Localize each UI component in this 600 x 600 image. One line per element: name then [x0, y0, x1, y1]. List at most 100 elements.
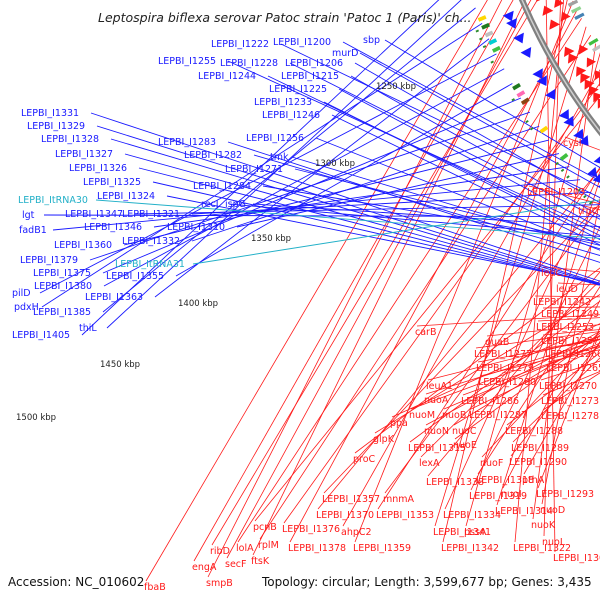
leader-line	[384, 205, 600, 494]
minus-gene-label: ispG	[225, 199, 246, 210]
plus-gene-label: mnmA	[383, 494, 415, 505]
plus-gene-label: pssA	[464, 527, 487, 538]
marker-dash	[530, 127, 534, 131]
cog-block	[559, 152, 569, 161]
leader-line	[481, 330, 600, 458]
minus-gene-label: LEPBI_I1244	[198, 71, 256, 82]
plus-gene-label: LEPBI_I1315	[408, 443, 466, 454]
plus-gene-label: nuoA	[424, 395, 449, 406]
plus-gene-label: ahpC2	[341, 527, 372, 538]
minus-gene	[506, 18, 517, 29]
leader-line	[152, 181, 600, 285]
leader-line	[465, 52, 600, 527]
minus-gene	[587, 166, 598, 178]
trna-leader	[95, 199, 600, 239]
leader-line	[102, 7, 476, 313]
plus-gene	[576, 66, 587, 77]
minus-gene-label: LEPBI_I1283	[158, 137, 216, 148]
plus-gene-label: ribD	[210, 546, 230, 557]
plus-gene-label: trpC	[578, 206, 599, 217]
plus-gene	[597, 98, 600, 109]
plus-gene-label: LEPBI_I1270	[539, 381, 597, 392]
leader-line	[323, 101, 600, 241]
leader-line	[103, 68, 505, 287]
accession-text: Accession: NC_010602	[8, 575, 145, 589]
plus-gene-label: lexA	[419, 458, 440, 469]
minus-gene	[558, 109, 569, 120]
plus-gene-label: LEPBI_I1289	[511, 443, 569, 454]
minus-gene-label: murD	[332, 48, 359, 59]
feature-rings	[475, 0, 600, 205]
minus-gene	[563, 115, 574, 127]
minus-gene-label: LEPBI_I1347	[65, 209, 123, 220]
plus-gene-label: LEPBI_I1273	[541, 396, 599, 407]
plus-gene	[536, 0, 541, 2]
minus-gene	[578, 135, 589, 146]
plus-gene-label: LEPBI_I1203	[527, 187, 585, 198]
leader-line	[39, 53, 497, 294]
plus-gene-label: carB	[415, 327, 436, 338]
leader-line	[354, 62, 600, 204]
leader-line	[291, 156, 600, 250]
plus-gene-label: LEPBI_I1318	[476, 475, 534, 486]
minus-gene-label: LEPBI_I1326	[69, 163, 127, 174]
leader-line	[96, 125, 600, 284]
cog-block	[567, 0, 579, 7]
plus-gene-label: ftsK	[251, 556, 270, 567]
plus-gene-label: LEPBI_I1249	[541, 309, 599, 320]
plus-gene-label: secF	[225, 559, 246, 570]
minus-gene-label: LEPBI_I1271	[225, 164, 283, 175]
scale-tick-label: 1450 kbp	[100, 360, 140, 370]
plus-gene-label: smpB	[206, 578, 233, 589]
plus-gene-label: LEPBI_I1370	[316, 510, 374, 521]
leader-line	[410, 338, 600, 410]
plus-gene-label: LEPBI_I1359	[353, 543, 411, 554]
minus-gene-label: pdxH	[14, 302, 39, 313]
leader-line	[342, 41, 600, 182]
minus-gene	[593, 156, 600, 164]
plus-gene-label: glpK	[373, 434, 395, 445]
plus-gene-label: nuoK	[531, 520, 556, 531]
trna-label: LEPBI_ItRNA31	[115, 259, 185, 270]
scale-tick-label: 1400 kbp	[178, 299, 218, 309]
minus-gene	[536, 75, 547, 86]
plus-gene-label: engA	[192, 562, 217, 573]
leader-line	[542, 371, 600, 396]
leader-line	[41, 23, 483, 308]
minus-gene-label: thiL	[79, 323, 97, 334]
leader-line	[506, 352, 600, 426]
minus-gene-label: LEPBI_I1327	[55, 149, 113, 160]
plus-gene-label: leuA1	[426, 381, 453, 392]
map-title: Leptospira biflexa serovar Patoc strain …	[98, 10, 472, 25]
plus-gene-label: lolA	[236, 543, 254, 554]
plus-gene-label: LEPBI_I1260	[545, 349, 600, 360]
plus-gene-label: nuoM	[409, 410, 435, 421]
cog-block	[520, 97, 530, 105]
minus-gene-label: LEPBI_I1246	[262, 110, 320, 121]
plus-gene-label: LEPBI_I1308	[553, 553, 600, 564]
minus-gene-label: fadB1	[19, 225, 47, 236]
plus-gene	[593, 92, 600, 103]
cog-block	[512, 83, 521, 91]
marker-dash	[490, 60, 494, 64]
marker-dash	[525, 119, 529, 124]
plus-gene	[542, 5, 554, 16]
leader-line	[479, 346, 600, 377]
plus-gene-label: LEPBI_I1293	[536, 489, 594, 500]
minus-gene-label: LEPBI_I1331	[21, 108, 79, 119]
leader-line	[289, 9, 578, 543]
leader-line	[191, 125, 540, 242]
leader-line	[262, 185, 600, 243]
leader-line	[124, 153, 600, 286]
leader-line	[237, 18, 582, 543]
minus-gene-label: LEPBI_I1385	[33, 307, 91, 318]
leader-line	[537, 326, 600, 489]
plus-gene-label: LEPBI_I1278	[541, 411, 599, 422]
leader-line	[477, 338, 600, 363]
plus-gene-label: LEPBI_I1277	[474, 349, 532, 360]
leader-line	[342, 69, 600, 527]
leader-line	[145, 0, 488, 582]
plus-gene	[584, 79, 595, 90]
